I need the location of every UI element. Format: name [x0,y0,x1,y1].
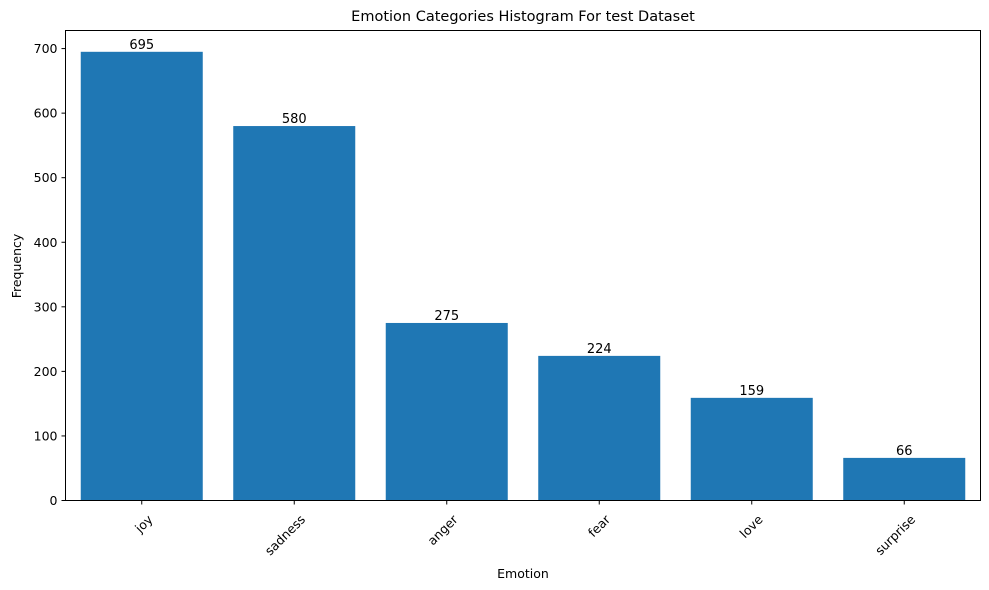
y-axis: 0 100 200 300 400 500 600 700 [34,41,66,508]
x-axis: joy sadness anger fear love surprise [131,500,918,558]
y-tick-label: 300 [34,299,58,314]
bar-sadness [233,126,356,501]
y-tick-label: 0 [50,493,58,508]
y-tick-label: 700 [34,41,58,56]
x-axis-label: Emotion [497,566,549,581]
bars-layer: 695 580 275 224 159 66 [80,38,966,501]
x-tick-label-fear: fear [585,511,614,540]
y-tick-label: 600 [34,106,58,121]
x-tick-label-sadness: sadness [262,512,308,558]
x-tick-label-love: love [737,512,766,541]
data-label-joy: 695 [129,38,154,53]
bar-fear [538,355,661,501]
data-label-anger: 275 [434,309,459,324]
bar-anger [385,322,508,501]
chart-title: Emotion Categories Histogram For test Da… [351,9,695,25]
bar-surprise [843,457,966,501]
y-tick-label: 400 [34,235,58,250]
y-tick-label: 100 [34,428,58,443]
x-tick-label-surprise: surprise [872,512,918,558]
x-tick-label-joy: joy [131,511,156,536]
y-axis-label: Frequency [9,233,24,298]
data-label-love: 159 [739,384,764,399]
x-tick-label-anger: anger [424,511,461,548]
data-label-fear: 224 [587,342,612,357]
bar-joy [80,51,203,501]
plot-frame [65,30,981,501]
bar-love [690,397,813,501]
data-label-sadness: 580 [282,112,307,127]
y-tick-label: 500 [34,170,58,185]
data-label-surprise: 66 [896,444,913,459]
y-tick-label: 200 [34,364,58,379]
